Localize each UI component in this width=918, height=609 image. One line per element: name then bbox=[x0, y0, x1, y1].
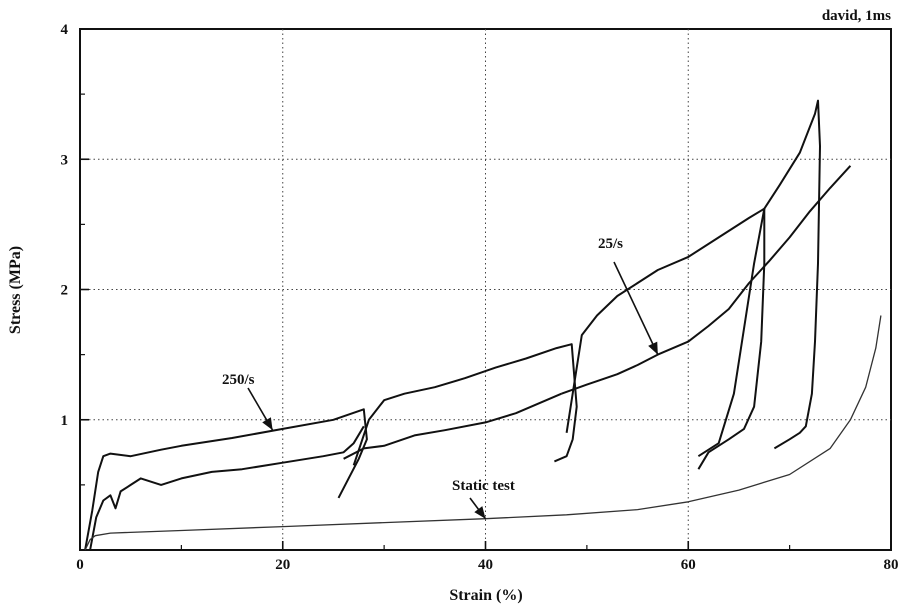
series-line bbox=[352, 343, 578, 466]
y-tick-label: 4 bbox=[61, 22, 69, 38]
series-line bbox=[697, 99, 821, 458]
annotation-arrow-head bbox=[262, 417, 273, 431]
data-series bbox=[84, 99, 882, 551]
series-static-test bbox=[84, 315, 882, 551]
x-tick-label: 0 bbox=[76, 557, 84, 573]
series-line bbox=[565, 207, 766, 470]
annotations: 250/s 25/s Static test bbox=[222, 236, 659, 520]
x-tick-label: 20 bbox=[275, 557, 290, 573]
corner-label: david, 1ms bbox=[822, 8, 891, 24]
annotation-arrow-line bbox=[613, 261, 659, 355]
x-tick-label: 60 bbox=[681, 557, 696, 573]
y-axis-label: Stress (MPa) bbox=[7, 246, 24, 334]
axis-ticks: 0 20 40 60 80 1 2 3 4 bbox=[61, 22, 899, 573]
series-line bbox=[84, 315, 882, 551]
x-tick-label: 80 bbox=[884, 557, 899, 573]
series-line bbox=[89, 425, 365, 551]
y-tick-label: 3 bbox=[61, 152, 69, 168]
grid bbox=[80, 29, 891, 550]
annotation-arrow-head bbox=[648, 341, 658, 355]
annotation-label: 25/s bbox=[598, 236, 623, 252]
y-tick-label: 2 bbox=[61, 283, 69, 299]
annotation-label: 250/s bbox=[222, 372, 255, 388]
series-25-s bbox=[89, 165, 852, 551]
x-axis-label: Strain (%) bbox=[449, 587, 522, 604]
annotation-arrow-head bbox=[474, 506, 486, 519]
annotation-label: Static test bbox=[452, 478, 515, 494]
y-tick-label: 1 bbox=[61, 413, 69, 429]
series-line bbox=[343, 392, 562, 460]
series-line bbox=[561, 165, 852, 395]
x-tick-label: 40 bbox=[478, 557, 493, 573]
